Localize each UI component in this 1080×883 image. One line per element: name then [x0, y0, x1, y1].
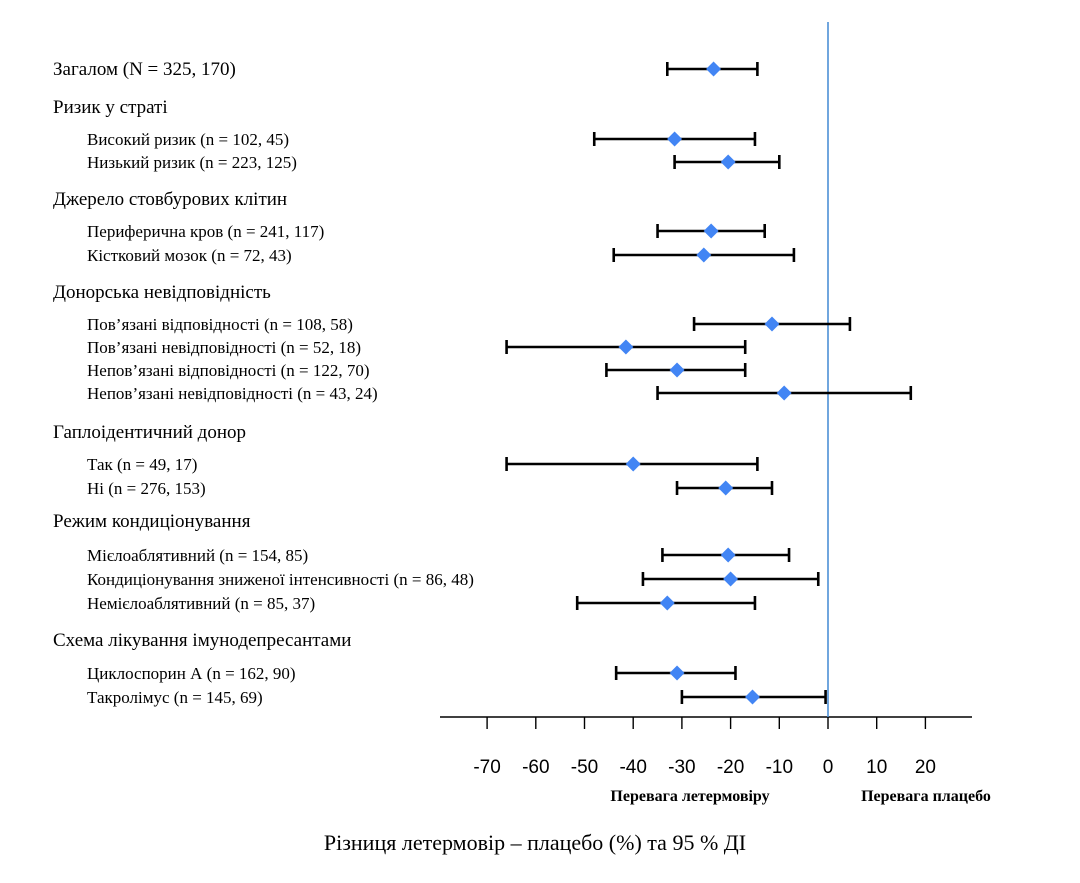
subgroup-label: Немієлоаблятивний (n = 85, 37) [87, 594, 315, 613]
favors-right-label: Перевага плацебо [861, 788, 991, 805]
subgroup-label: Пов’язані відповідності (n = 108, 58) [87, 315, 353, 334]
x-tick-label: -10 [766, 757, 793, 778]
group-label: Схема лікування імунодепресантами [53, 630, 351, 651]
estimate-marker [720, 547, 736, 563]
x-tick-label: 0 [823, 757, 834, 778]
estimate-marker [669, 665, 685, 681]
subgroup-label: Кістковий мозок (n = 72, 43) [87, 246, 292, 265]
x-tick-label: -30 [668, 757, 695, 778]
estimate-marker [618, 339, 634, 355]
estimate-marker [764, 316, 780, 332]
subgroup-label: Високий ризик (n = 102, 45) [87, 130, 289, 149]
estimate-marker [669, 362, 685, 378]
subgroup-label: Так (n = 49, 17) [87, 455, 197, 474]
estimate-marker [659, 595, 675, 611]
x-axis: -70 -60 -50 -40 -30 -20 -10 0 10 20 [440, 716, 972, 778]
estimate-marker [703, 223, 719, 239]
subgroup-label: Циклоспорин А (n = 162, 90) [87, 664, 296, 683]
group-label: Ризик у страті [53, 97, 168, 118]
group-label: Джерело стовбурових клітин [53, 189, 287, 210]
subgroup-label: Мієлоаблятивний (n = 154, 85) [87, 546, 308, 565]
subgroup-label: Непов’язані невідповідності (n = 43, 24) [87, 384, 378, 403]
subgroup-label: Низький ризик (n = 223, 125) [87, 153, 297, 172]
subgroup-label: Кондиціонування зниженої інтенсивності (… [87, 570, 474, 589]
estimate-marker [720, 154, 736, 170]
x-tick-label: -60 [522, 757, 549, 778]
plot-area [505, 22, 913, 717]
group-label: Режим кондиціонування [53, 511, 251, 532]
x-tick-label: -70 [473, 757, 500, 778]
estimate-marker [723, 571, 739, 587]
estimate-marker [718, 480, 734, 496]
estimate-marker [745, 689, 761, 705]
subgroup-label: Периферична кров (n = 241, 117) [87, 222, 324, 241]
estimate-marker [696, 247, 712, 263]
estimate-marker [625, 456, 641, 472]
group-label: Гаплоідентичний донор [53, 422, 246, 443]
x-tick-label: -40 [619, 757, 646, 778]
group-label: Донорська невідповідність [53, 282, 271, 303]
x-axis-title: Різниця летермовір – плацебо (%) та 95 %… [324, 830, 746, 855]
estimate-marker [667, 131, 683, 147]
x-tick-label: -20 [717, 757, 744, 778]
x-tick-label: -50 [571, 757, 598, 778]
subgroup-label: Ні (n = 276, 153) [87, 479, 206, 498]
subgroup-label: Такролімус (n = 145, 69) [87, 688, 263, 707]
subgroup-label: Пов’язані невідповідності (n = 52, 18) [87, 338, 361, 357]
favors-left-label: Перевага летермовіру [610, 788, 769, 805]
estimate-marker [706, 61, 722, 77]
x-tick-label: 20 [915, 757, 936, 778]
estimate-marker [776, 385, 792, 401]
group-label: Загалом (N = 325, 170) [53, 59, 236, 80]
x-tick-label: 10 [866, 757, 887, 778]
row-labels: Загалом (N = 325, 170) Ризик у страті Висо… [53, 59, 474, 707]
subgroup-label: Непов’язані відповідності (n = 122, 70) [87, 361, 370, 380]
